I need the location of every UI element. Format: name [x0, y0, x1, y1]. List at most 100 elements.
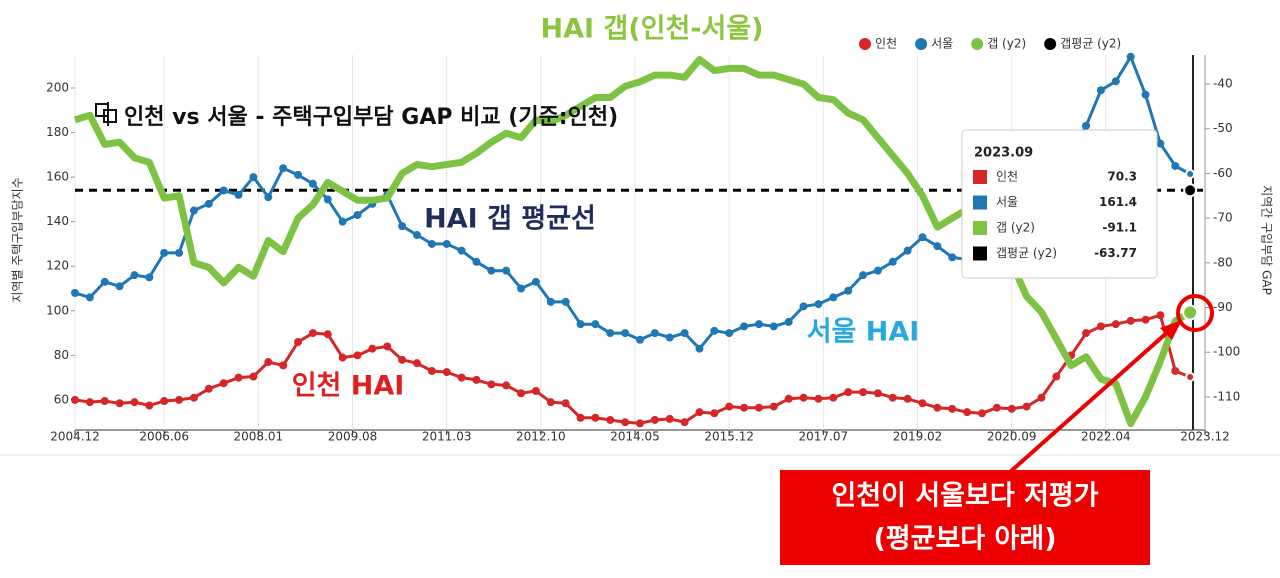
point [189, 393, 198, 402]
point [175, 395, 184, 404]
point [279, 164, 288, 173]
annotation: 서울 HAI [807, 317, 920, 348]
legend-label: 인천 [875, 36, 897, 51]
point [1156, 139, 1165, 148]
tooltip-swatch [973, 221, 987, 235]
point [487, 266, 496, 275]
point [1156, 311, 1165, 320]
point [695, 408, 704, 417]
point [145, 273, 154, 282]
y-tick-label: 140 [46, 214, 69, 228]
y2-tick-label: -110 [1213, 389, 1240, 403]
point [754, 403, 763, 412]
point [1022, 402, 1031, 411]
tooltip-value: -91.1 [1102, 221, 1137, 235]
point [710, 409, 719, 418]
point [353, 351, 362, 360]
y-tick-label: 60 [54, 392, 69, 406]
point [234, 373, 243, 382]
point [977, 409, 986, 418]
point [308, 329, 317, 338]
point [1185, 371, 1196, 382]
point [903, 394, 912, 403]
legend-marker [915, 38, 928, 50]
point [873, 266, 882, 275]
point [888, 393, 897, 402]
point [695, 344, 704, 353]
point [487, 380, 496, 389]
point [576, 320, 585, 329]
point [799, 393, 808, 402]
point [1171, 161, 1180, 170]
point [1126, 52, 1135, 61]
point [175, 248, 184, 257]
point [323, 330, 332, 339]
y-tick-label: 180 [46, 125, 69, 139]
point [769, 322, 778, 331]
point [308, 179, 317, 188]
tooltip-swatch [973, 170, 987, 184]
x-tick-label: 2006.06 [139, 430, 189, 444]
point [680, 329, 689, 338]
legend-marker [859, 38, 871, 50]
point [234, 190, 243, 199]
legend-label: 갭평균 (y2) [1060, 37, 1121, 51]
point [457, 246, 466, 255]
point [531, 277, 540, 286]
point [665, 414, 674, 423]
point [249, 372, 258, 381]
y-tick-label: 200 [46, 80, 69, 94]
point [383, 342, 392, 351]
tooltip-swatch [973, 195, 987, 210]
point [502, 381, 511, 390]
y2-tick-label: -50 [1213, 121, 1233, 135]
point [546, 297, 555, 306]
callout-box [780, 470, 1150, 565]
y-tick-label: 160 [46, 170, 69, 184]
point [1111, 77, 1120, 86]
title-icon [95, 102, 117, 126]
point [680, 418, 689, 427]
point [725, 402, 734, 411]
tooltip-box [961, 129, 1158, 279]
point [100, 277, 109, 286]
point [784, 394, 793, 403]
point [294, 337, 303, 346]
point [814, 394, 823, 403]
point [918, 233, 927, 242]
chart-title: 인천 vs 서울 - 주택구입부담 GAP 비교 (기준:인천) [124, 105, 618, 130]
point [1082, 329, 1091, 338]
x-tick-label: 2004.12 [50, 430, 100, 444]
point [204, 199, 213, 208]
point [888, 257, 897, 266]
point [531, 387, 540, 396]
point [918, 399, 927, 408]
point [338, 217, 347, 226]
point [1052, 372, 1061, 381]
point [1141, 315, 1150, 324]
point [621, 418, 630, 427]
point [1185, 168, 1196, 179]
point [130, 398, 139, 407]
point [725, 329, 734, 338]
y2-tick-label: -60 [1213, 166, 1233, 180]
point [427, 239, 436, 248]
point [814, 300, 823, 309]
point [1111, 320, 1120, 329]
x-tick-label: 2019.02 [893, 430, 943, 444]
point [130, 271, 139, 280]
x-tick-label: 2012.10 [516, 430, 566, 444]
point [740, 403, 749, 412]
y-tick-label: 80 [54, 348, 69, 362]
point [844, 286, 853, 295]
point [160, 397, 169, 406]
point [576, 413, 585, 422]
annotation: HAI 갭(인천-서울) [540, 14, 763, 45]
legend-marker [971, 38, 984, 50]
point [189, 206, 198, 215]
point [517, 284, 526, 293]
y2-tick-label: -90 [1213, 300, 1233, 314]
x-tick-label: 2011.03 [422, 430, 472, 444]
tooltip-name: 갭 (y2) [996, 221, 1035, 235]
